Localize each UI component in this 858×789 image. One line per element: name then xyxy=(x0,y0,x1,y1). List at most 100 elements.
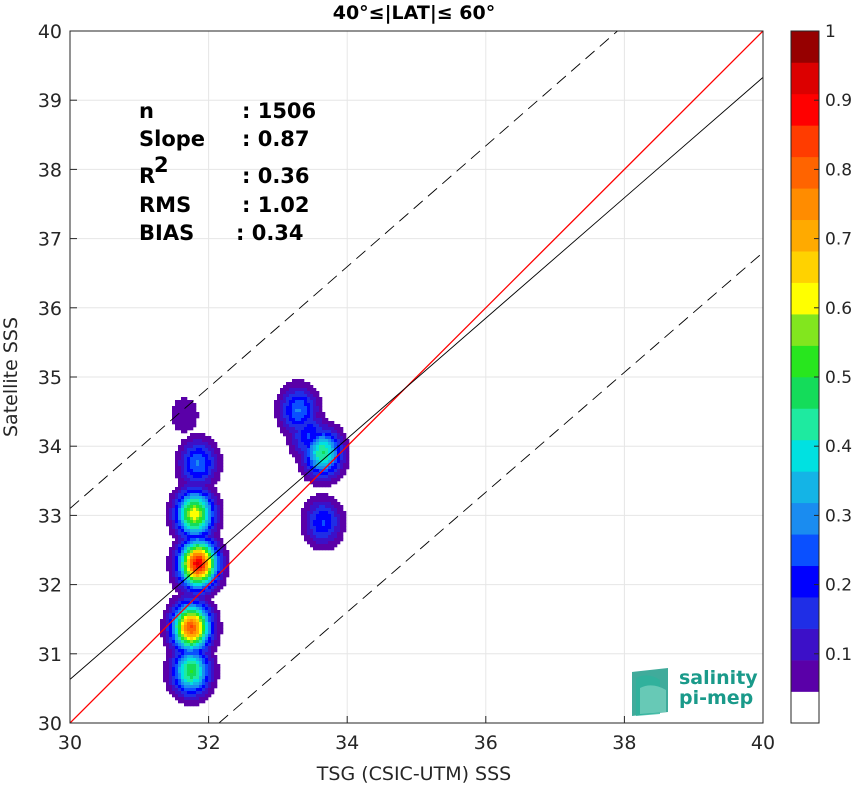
density-cell xyxy=(202,448,206,452)
density-cell xyxy=(175,670,179,674)
density-cell xyxy=(202,574,206,578)
density-cell xyxy=(208,526,212,530)
density-cell xyxy=(184,397,188,401)
density-cell xyxy=(304,454,308,458)
density-cell xyxy=(166,556,170,560)
density-cell xyxy=(295,379,299,383)
density-cell xyxy=(202,601,206,605)
density-cell xyxy=(214,616,218,620)
density-cell xyxy=(307,505,311,509)
density-cell xyxy=(175,616,179,620)
density-cell xyxy=(196,685,200,689)
density-cell xyxy=(292,415,296,419)
density-cell xyxy=(184,655,188,659)
density-cell xyxy=(331,436,335,440)
density-cell xyxy=(187,496,191,500)
density-cell xyxy=(193,565,197,569)
density-cell xyxy=(172,559,176,563)
density-cell xyxy=(295,439,299,443)
density-cell xyxy=(289,382,293,386)
density-cell xyxy=(187,601,191,605)
density-cell xyxy=(322,433,326,437)
density-cell xyxy=(193,451,197,455)
density-cell xyxy=(319,409,323,413)
density-cell xyxy=(202,442,206,446)
density-cell xyxy=(187,568,191,572)
density-cell xyxy=(205,673,209,677)
density-cell xyxy=(184,625,188,629)
density-cell xyxy=(334,427,338,431)
density-cell xyxy=(181,409,185,413)
density-cell xyxy=(301,460,305,464)
density-cell xyxy=(187,478,191,482)
density-cell xyxy=(214,469,218,473)
density-cell xyxy=(196,628,200,632)
density-cell xyxy=(184,634,188,638)
density-cell xyxy=(307,436,311,440)
density-cell xyxy=(172,505,176,509)
density-cell xyxy=(316,496,320,500)
density-cell xyxy=(181,502,185,506)
density-cell xyxy=(181,538,185,542)
density-cell xyxy=(313,409,317,413)
density-cell xyxy=(181,544,185,548)
density-cell xyxy=(316,430,320,434)
density-cell xyxy=(175,466,179,470)
density-cell xyxy=(199,610,203,614)
density-cell xyxy=(196,442,200,446)
density-cell xyxy=(286,397,290,401)
density-cell xyxy=(292,382,296,386)
density-cell xyxy=(178,691,182,695)
density-cell xyxy=(217,634,221,638)
density-cell xyxy=(322,448,326,452)
density-cell xyxy=(211,583,215,587)
density-cell xyxy=(193,682,197,686)
density-cell xyxy=(289,412,293,416)
density-cell xyxy=(178,466,182,470)
density-cell xyxy=(175,565,179,569)
density-cell xyxy=(217,583,221,587)
density-cell xyxy=(166,643,170,647)
density-cell xyxy=(172,634,176,638)
density-cell xyxy=(184,649,188,653)
density-cell xyxy=(277,397,281,401)
density-cell xyxy=(193,538,197,542)
density-cell xyxy=(205,475,209,479)
density-cell xyxy=(166,607,170,611)
density-cell xyxy=(190,466,194,470)
density-cell xyxy=(184,505,188,509)
density-cell xyxy=(181,406,185,410)
density-cell xyxy=(223,574,227,578)
density-cell xyxy=(304,502,308,506)
density-cell xyxy=(208,451,212,455)
density-cell xyxy=(208,553,212,557)
density-cell xyxy=(304,463,308,467)
density-cell xyxy=(217,520,221,524)
density-cell xyxy=(307,538,311,542)
density-cell xyxy=(334,517,338,521)
density-cell xyxy=(196,586,200,590)
density-cell xyxy=(169,511,173,515)
density-cell xyxy=(208,667,212,671)
density-cell xyxy=(187,547,191,551)
density-cell xyxy=(196,562,200,566)
density-cell xyxy=(178,493,182,497)
colorbar-segment xyxy=(791,691,819,724)
density-cell xyxy=(223,583,227,587)
density-cell xyxy=(193,688,197,692)
density-cell xyxy=(331,463,335,467)
density-cell xyxy=(211,580,215,584)
density-cell xyxy=(187,469,191,473)
density-cell xyxy=(193,562,197,566)
density-cell xyxy=(187,670,191,674)
density-cell xyxy=(169,499,173,503)
density-cell xyxy=(295,391,299,395)
y-tick-label: 37 xyxy=(38,229,62,251)
density-cell xyxy=(196,505,200,509)
density-cell xyxy=(214,487,218,491)
density-cell xyxy=(313,466,317,470)
density-cell xyxy=(205,637,209,641)
density-cell xyxy=(334,466,338,470)
density-cell xyxy=(307,529,311,533)
density-cell xyxy=(208,559,212,563)
